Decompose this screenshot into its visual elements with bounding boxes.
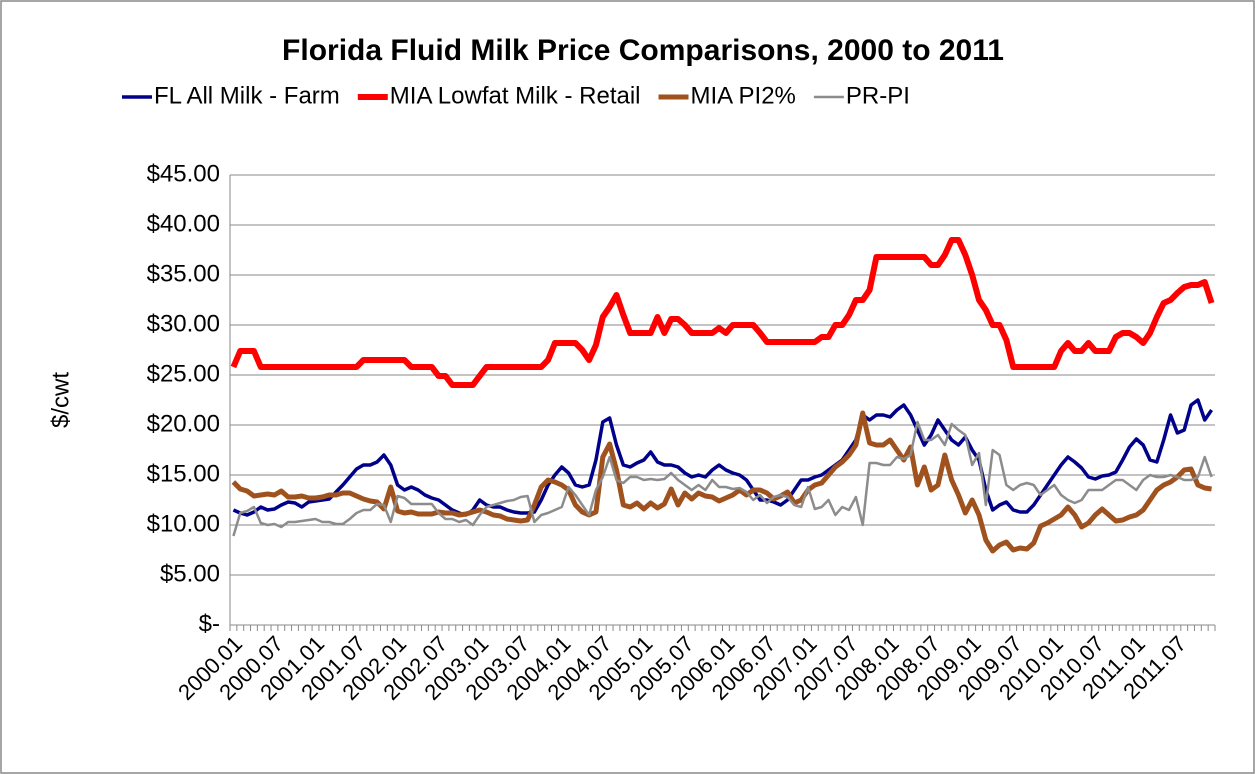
y-tick-label: $10.00 [147, 510, 220, 537]
legend-label: FL All Milk - Farm [154, 82, 340, 109]
y-tick-label: $5.00 [160, 560, 220, 587]
legend-label: PR-PI [846, 82, 910, 109]
y-tick-label: $40.00 [147, 210, 220, 237]
chart-title: Florida Fluid Milk Price Comparisons, 20… [282, 34, 1004, 67]
y-tick-label: $30.00 [147, 310, 220, 337]
y-axis-label: $/cwt [47, 372, 74, 428]
series-line [232, 398, 1214, 517]
y-tick-label: $45.00 [147, 160, 220, 187]
legend-label: MIA Lowfat Milk - Retail [390, 82, 641, 109]
y-tick-label: $15.00 [147, 460, 220, 487]
series-line [231, 410, 1212, 554]
series-line [232, 420, 1213, 537]
series-line [230, 237, 1215, 388]
y-tick-label: $20.00 [147, 410, 220, 437]
y-tick-label: $35.00 [147, 260, 220, 287]
y-tick-label: $- [199, 610, 220, 637]
legend-label: MIA PI2% [691, 82, 796, 109]
y-tick-label: $25.00 [147, 360, 220, 387]
